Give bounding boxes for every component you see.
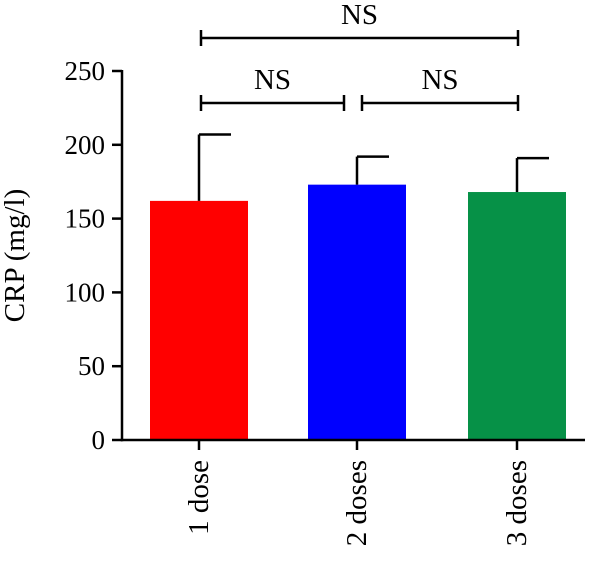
x-labels-layer: 1 dose 2 doses 3 doses [183, 440, 533, 546]
significance-label: NS [421, 64, 458, 96]
y-ticks-layer: 0 50 100 150 200 250 [65, 56, 122, 455]
y-tick-label: 250 [65, 56, 106, 86]
y-tick-label: 100 [65, 277, 106, 307]
y-tick-label: 150 [65, 204, 106, 234]
bar [150, 200, 248, 440]
x-category-label: 1 dose [183, 460, 215, 535]
x-category-label: 3 doses [501, 460, 533, 546]
significance-label: NS [254, 64, 291, 96]
y-axis-label: CRP (mg/l) [0, 189, 31, 322]
x-category-label: 2 doses [341, 460, 373, 546]
y-tick-label: 0 [92, 425, 106, 455]
y-tick-label: 50 [78, 351, 105, 381]
significance-layer: NS NS NS [199, 0, 520, 111]
bar [468, 192, 566, 440]
significance-label: NS [341, 0, 378, 31]
error-bars-layer [197, 133, 549, 201]
y-tick-label: 200 [65, 130, 106, 160]
bars-layer [150, 184, 566, 440]
bar [308, 184, 406, 440]
